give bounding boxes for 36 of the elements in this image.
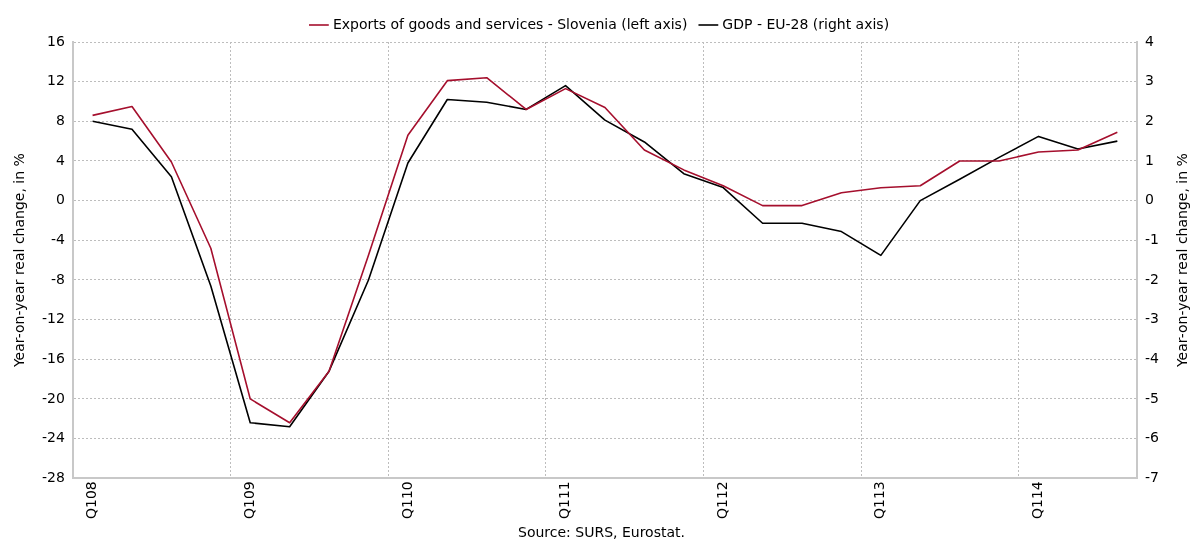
x-tick-label: Q110 — [398, 481, 415, 520]
legend-label: Exports of goods and services - Slovenia (left axis) — [332, 15, 688, 32]
y-tick-label: 4 — [55, 151, 65, 168]
y2-tick-label: -3 — [1145, 310, 1160, 327]
x-tick-label: Q111 — [556, 481, 573, 520]
y2-tick-label: 4 — [1145, 32, 1155, 49]
x-tick-label: Q112 — [713, 481, 730, 520]
y-tick-label: 16 — [47, 32, 65, 49]
y-tick-label: 12 — [47, 72, 65, 89]
x-tick-label: Q114 — [1029, 481, 1046, 520]
y-tick-label: -12 — [41, 310, 65, 327]
source-note: Source: SURS, Eurostat. — [517, 524, 686, 540]
y2-tick-label: -2 — [1145, 270, 1160, 287]
x-tick-label: Q109 — [240, 481, 257, 520]
legend-label: GDP - EU-28 (right axis) — [722, 15, 890, 32]
y2-tick-label: -7 — [1145, 468, 1160, 485]
y-tick-label: -4 — [50, 230, 65, 247]
y-tick-label: 0 — [55, 191, 65, 208]
x-tick-label: Q108 — [83, 481, 100, 520]
y-tick-label: -8 — [50, 270, 65, 287]
y2-tick-label: -5 — [1145, 389, 1160, 406]
y2-tick-label: 0 — [1145, 191, 1154, 208]
x-tick-label: Q113 — [871, 481, 888, 520]
y-tick-label: -16 — [41, 349, 65, 366]
y2-axis-title: Year-on-year real change, in % — [1173, 153, 1190, 369]
y-axis-title: Year-on-year real change, in % — [10, 153, 27, 369]
y-tick-label: -20 — [41, 389, 65, 406]
y2-tick-label: -6 — [1145, 429, 1160, 446]
y2-tick-label: -1 — [1145, 230, 1160, 247]
y-tick-label: -24 — [41, 429, 65, 446]
y-tick-label: -28 — [41, 468, 65, 485]
y2-tick-label: 3 — [1145, 72, 1154, 89]
y-tick-label: 8 — [55, 111, 65, 128]
y2-tick-label: -4 — [1145, 349, 1160, 366]
y2-tick-label: 1 — [1145, 151, 1154, 168]
y2-tick-label: 2 — [1145, 111, 1154, 128]
